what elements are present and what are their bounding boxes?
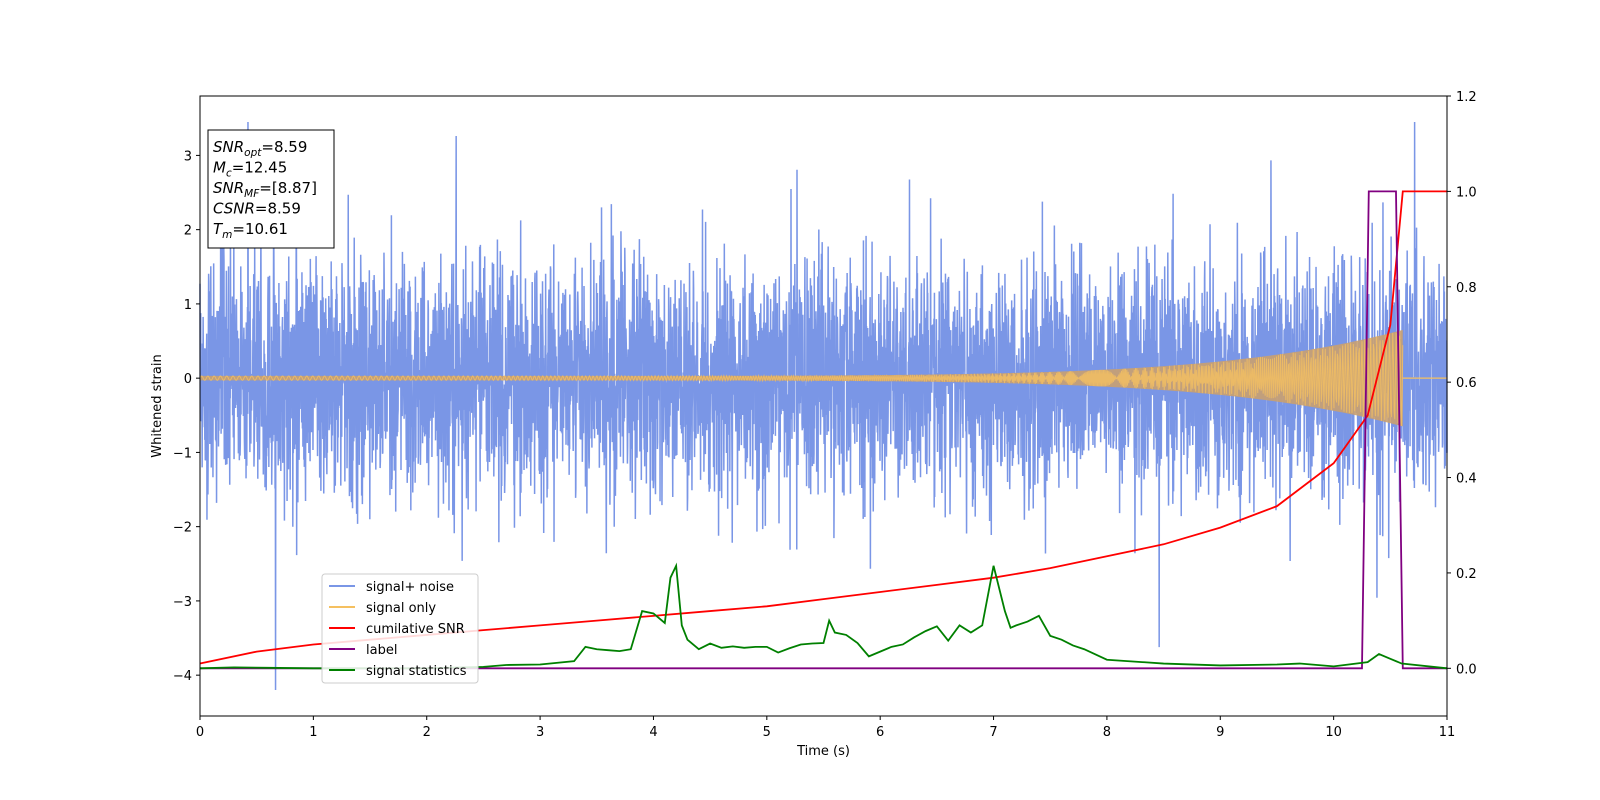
legend-frame — [321, 573, 479, 684]
series-layer — [199, 121, 1448, 691]
x-tick-label: 10 — [1325, 725, 1342, 740]
y-tick-label: 1 — [184, 298, 192, 313]
y2-tick-label: 0.4 — [1456, 472, 1477, 487]
y2-tick-label: 0.6 — [1456, 376, 1477, 391]
info-line: CSNR=8.59 — [213, 200, 301, 218]
series-signal-noise — [199, 121, 1448, 691]
x-tick-label: 5 — [763, 725, 771, 740]
y-tick-label: −1 — [173, 446, 192, 461]
x-tick-label: 11 — [1439, 725, 1456, 740]
y2-tick-label: 1.0 — [1456, 185, 1477, 200]
legend: signal+ noise signal only cumilative SNR la… — [321, 573, 479, 684]
y-tick-label: −3 — [173, 595, 192, 610]
x-tick-label: 7 — [989, 725, 997, 740]
y2-tick-label: 0.0 — [1456, 662, 1477, 677]
chirp-line — [199, 332, 1404, 427]
x-axis-label: Time (s) — [796, 744, 850, 759]
legend-label: signal statistics — [366, 664, 467, 679]
y-tick-label: 0 — [184, 372, 192, 387]
series-signal-statistics — [199, 562, 1448, 670]
info-box-frame — [207, 129, 335, 249]
y2-tick-label: 1.2 — [1456, 90, 1477, 105]
x-tick-label: 3 — [536, 725, 544, 740]
x-tick-label: 2 — [423, 725, 431, 740]
x-tick-label: 1 — [309, 725, 317, 740]
y2-tick-label: 0.2 — [1456, 567, 1477, 582]
y-tick-label: 2 — [184, 224, 192, 239]
x-tick-label: 9 — [1216, 725, 1224, 740]
info-line: Mc=12.45 — [213, 159, 287, 180]
legend-label: label — [366, 643, 397, 658]
x-tick-label: 4 — [649, 725, 657, 740]
info-box: SNRopt=8.59Mc=12.45SNRMF=[8.87]CSNR=8.59… — [207, 129, 335, 249]
x-tick-label: 6 — [876, 725, 884, 740]
info-line: Tm=10.61 — [213, 220, 288, 241]
plot-frame — [199, 95, 1448, 717]
info-line: SNRopt=8.59 — [213, 138, 307, 159]
x-tick-label: 8 — [1103, 725, 1111, 740]
info-line: SNRMF=[8.87] — [213, 179, 317, 200]
series-signal-only — [199, 329, 1447, 427]
y-tick-label: −4 — [173, 669, 192, 684]
legend-label: cumilative SNR — [366, 622, 465, 637]
legend-label: signal+ noise — [366, 580, 454, 595]
x-tick-label: 0 — [196, 725, 204, 740]
y-axis-label: Whitened strain — [150, 354, 165, 457]
series-label — [200, 190, 1447, 670]
y2-tick-label: 0.8 — [1456, 281, 1477, 296]
y-tick-label: −2 — [173, 521, 192, 536]
axes-layer: 0 1 2 3 4 5 6 7 8 9 10 11 −4 −3 −2 −1 0 1 2 3 0.0 0.2 0.4 0.6 0.… — [173, 90, 1477, 740]
legend-label: signal only — [366, 601, 436, 616]
y-tick-label: 3 — [184, 149, 192, 164]
